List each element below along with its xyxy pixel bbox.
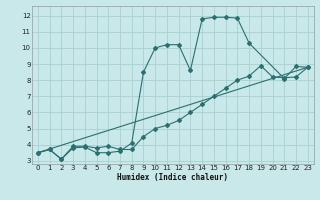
X-axis label: Humidex (Indice chaleur): Humidex (Indice chaleur) [117, 173, 228, 182]
